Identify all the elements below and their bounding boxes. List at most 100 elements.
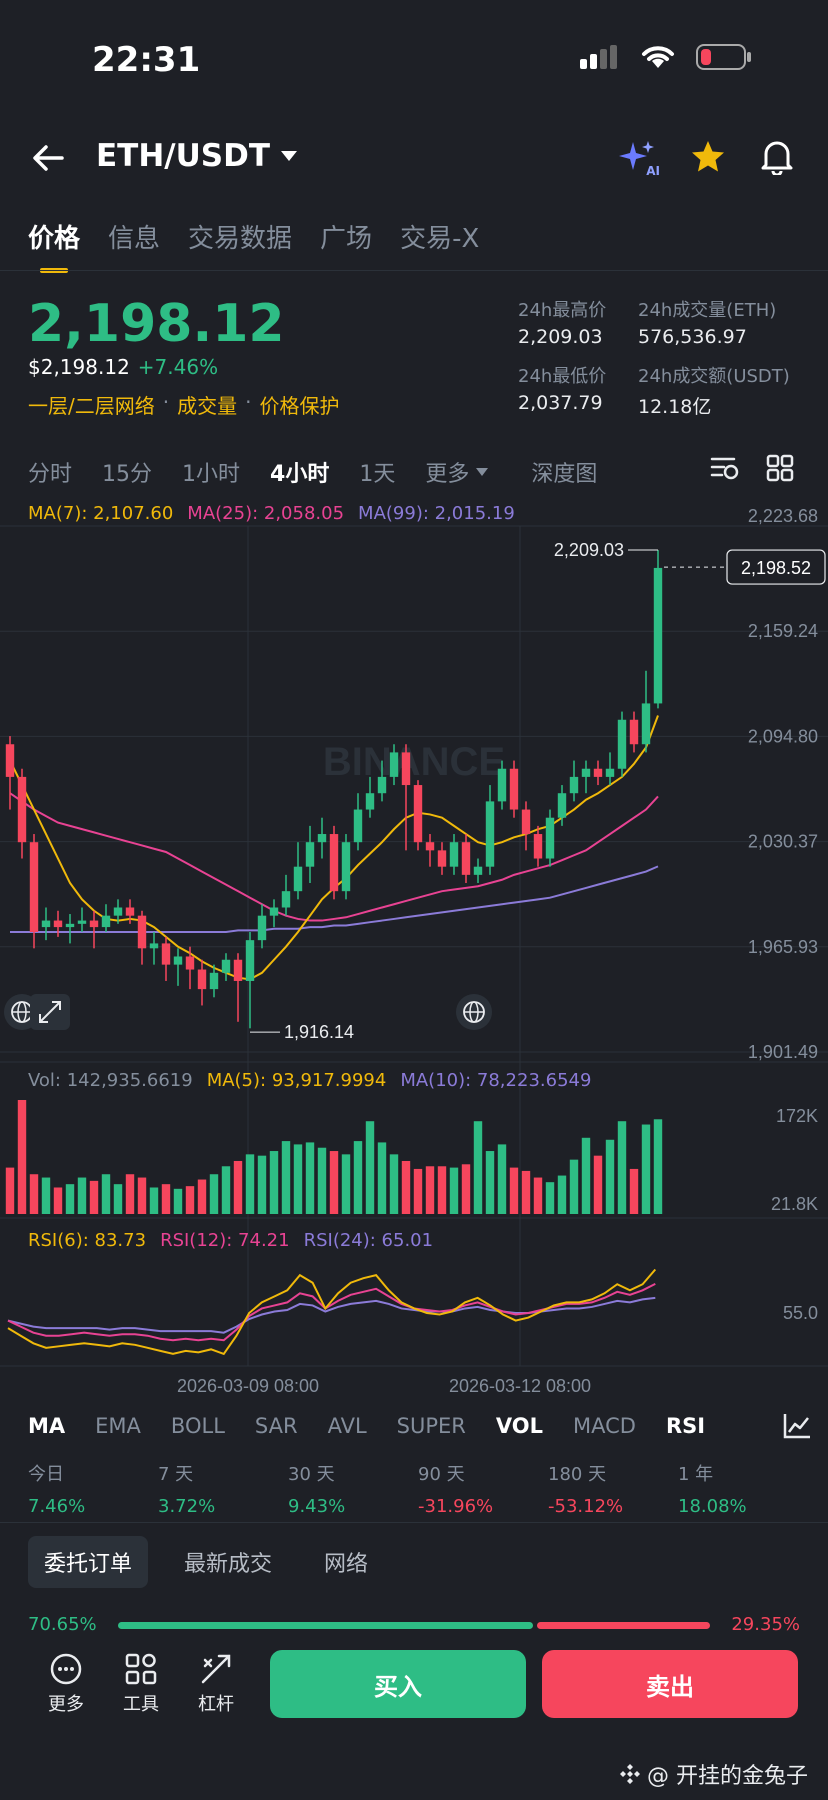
indicator-macd[interactable]: MACD xyxy=(573,1414,636,1438)
volume-bar xyxy=(293,1144,303,1214)
ma-legend: MA(7): 2,107.60 MA(25): 2,058.05 MA(99):… xyxy=(28,503,515,524)
volume-legend: Vol: 142,935.6619 MA(5): 93,917.9994 MA(… xyxy=(28,1070,591,1091)
star-icon[interactable] xyxy=(690,139,726,175)
volume-bar xyxy=(233,1160,243,1214)
interval-1d[interactable]: 1天 xyxy=(359,462,396,487)
tab-trading-data[interactable]: 交易数据 xyxy=(188,224,293,254)
candle-body xyxy=(605,768,615,777)
price-tick-label: 2,030.37 xyxy=(748,832,818,852)
perf-label: 30 天 xyxy=(288,1464,335,1485)
volume-bar xyxy=(581,1137,591,1214)
tab-price[interactable]: 价格 xyxy=(28,218,80,273)
interval-time[interactable]: 分时 xyxy=(28,462,73,487)
stat-high-label: 24h最高价 xyxy=(518,300,607,321)
perf-item: 90 天 -31.96% xyxy=(418,1460,548,1517)
volume-bar xyxy=(413,1168,423,1214)
volume-bar xyxy=(341,1154,351,1214)
candle-body xyxy=(113,907,123,916)
leverage-label: 杠杆 xyxy=(198,1694,234,1715)
order-tabs: 委托订单 最新成交 网络 xyxy=(28,1536,384,1588)
interval-more-label: 更多 xyxy=(425,462,470,487)
current-price-tag-box xyxy=(726,549,826,585)
candle-body xyxy=(485,801,495,867)
sell-button[interactable]: 卖出 xyxy=(542,1650,798,1718)
indicator-boll[interactable]: BOLL xyxy=(170,1414,225,1438)
rsi-lines: 55.0 xyxy=(7,1268,818,1356)
current-price-tag: 2,198.52 xyxy=(741,558,811,578)
indicator-rsi[interactable]: RSI xyxy=(665,1414,706,1438)
volume-bar xyxy=(389,1154,399,1214)
tab-info[interactable]: 信息 xyxy=(108,224,161,254)
indicator-ema[interactable]: EMA xyxy=(95,1414,141,1438)
leverage-icon xyxy=(201,1654,231,1684)
interval-tools xyxy=(710,454,794,482)
ratio-bar xyxy=(118,1622,710,1629)
interval-more[interactable]: 更多 xyxy=(425,456,489,488)
volume-bar xyxy=(197,1179,207,1214)
indicator-sar[interactable]: SAR xyxy=(254,1414,298,1438)
indicator-vol[interactable]: VOL xyxy=(495,1414,544,1438)
tab-recent-trades[interactable]: 最新成交 xyxy=(184,1552,273,1577)
back-arrow-icon[interactable] xyxy=(28,138,68,178)
volume-bar xyxy=(653,1119,663,1214)
interval-1h[interactable]: 1小时 xyxy=(182,462,241,487)
volume-bar xyxy=(437,1166,447,1214)
volume-bar xyxy=(401,1160,411,1214)
tag-l1-l2[interactable]: 一层/二层网络 xyxy=(28,394,155,418)
candle-body xyxy=(53,920,63,928)
stat-vol-eth: 24h成交量(ETH) 576,536.97 xyxy=(638,296,828,348)
volume-bar xyxy=(53,1187,63,1214)
bell-icon[interactable] xyxy=(760,139,794,175)
interval-4h[interactable]: 4小时 xyxy=(270,462,330,487)
chart-grid xyxy=(0,525,828,1367)
tab-square[interactable]: 广场 xyxy=(320,224,373,254)
volume-bar xyxy=(377,1142,387,1214)
interval-15m[interactable]: 15分 xyxy=(102,462,153,487)
candle-body xyxy=(425,842,435,851)
indicator-ma[interactable]: MA xyxy=(28,1414,66,1438)
interval-depth[interactable]: 深度图 xyxy=(531,462,598,487)
indicator-super[interactable]: SUPER xyxy=(396,1414,466,1438)
tab-trade-x[interactable]: 交易-X xyxy=(400,224,480,254)
perf-item: 1 年 18.08% xyxy=(678,1460,808,1517)
grid-layout-icon[interactable] xyxy=(766,454,794,482)
candle-body xyxy=(569,776,579,794)
more-button[interactable]: 更多 xyxy=(36,1652,96,1716)
indicator-chart-icon[interactable] xyxy=(782,1412,812,1440)
chart-settings-icon[interactable] xyxy=(710,454,740,482)
volume-bar xyxy=(593,1155,603,1214)
leverage-button[interactable]: 杠杆 xyxy=(186,1652,246,1716)
candle-body xyxy=(329,834,339,892)
x-tick-label: 2026-03-09 08:00 xyxy=(177,1376,319,1396)
ai-badge: AI xyxy=(646,164,660,178)
stat-vol-usdt: 24h成交额(USDT) 12.18亿 xyxy=(638,362,828,419)
volume-bar xyxy=(257,1155,267,1214)
tab-network[interactable]: 网络 xyxy=(324,1552,369,1577)
tag-price-protection[interactable]: 价格保护 xyxy=(259,394,340,418)
last-price: 2,198.12 xyxy=(28,294,285,354)
ai-sparkle-button[interactable]: AI xyxy=(618,138,660,178)
kline-chart[interactable]: BINANCE 2,223.68 2,159.24 2,094.80 2,030.37… xyxy=(0,496,828,1396)
volume-bar xyxy=(41,1177,51,1214)
perf-label: 今日 xyxy=(28,1464,64,1485)
rsi-tick-label: 55.0 xyxy=(783,1303,818,1323)
tools-button[interactable]: 工具 xyxy=(111,1652,171,1716)
candle-body xyxy=(521,809,531,835)
ma99-line xyxy=(10,865,659,933)
stat-vol-eth-value: 576,536.97 xyxy=(638,326,747,348)
price-tick-label: 1,901.49 xyxy=(748,1042,818,1062)
volume-bar xyxy=(5,1167,15,1214)
volume-bar xyxy=(125,1174,135,1214)
stat-vol-usdt-label: 24h成交额(USDT) xyxy=(638,366,790,387)
candle-body xyxy=(353,809,363,843)
tag-volume[interactable]: 成交量 xyxy=(177,394,238,418)
perf-value: 18.08% xyxy=(678,1496,747,1517)
pair-selector[interactable]: ETH/USDT xyxy=(96,138,298,174)
indicator-avl[interactable]: AVL xyxy=(327,1414,367,1438)
rsi6-legend: RSI(6): 83.73 xyxy=(28,1230,147,1251)
author-watermark: @ 开挂的金兔子 xyxy=(619,1758,808,1790)
ma7-legend: MA(7): 2,107.60 xyxy=(28,503,174,524)
vol-legend: Vol: 142,935.6619 xyxy=(28,1070,193,1091)
buy-button[interactable]: 买入 xyxy=(270,1650,526,1718)
tab-open-orders[interactable]: 委托订单 xyxy=(28,1536,149,1588)
